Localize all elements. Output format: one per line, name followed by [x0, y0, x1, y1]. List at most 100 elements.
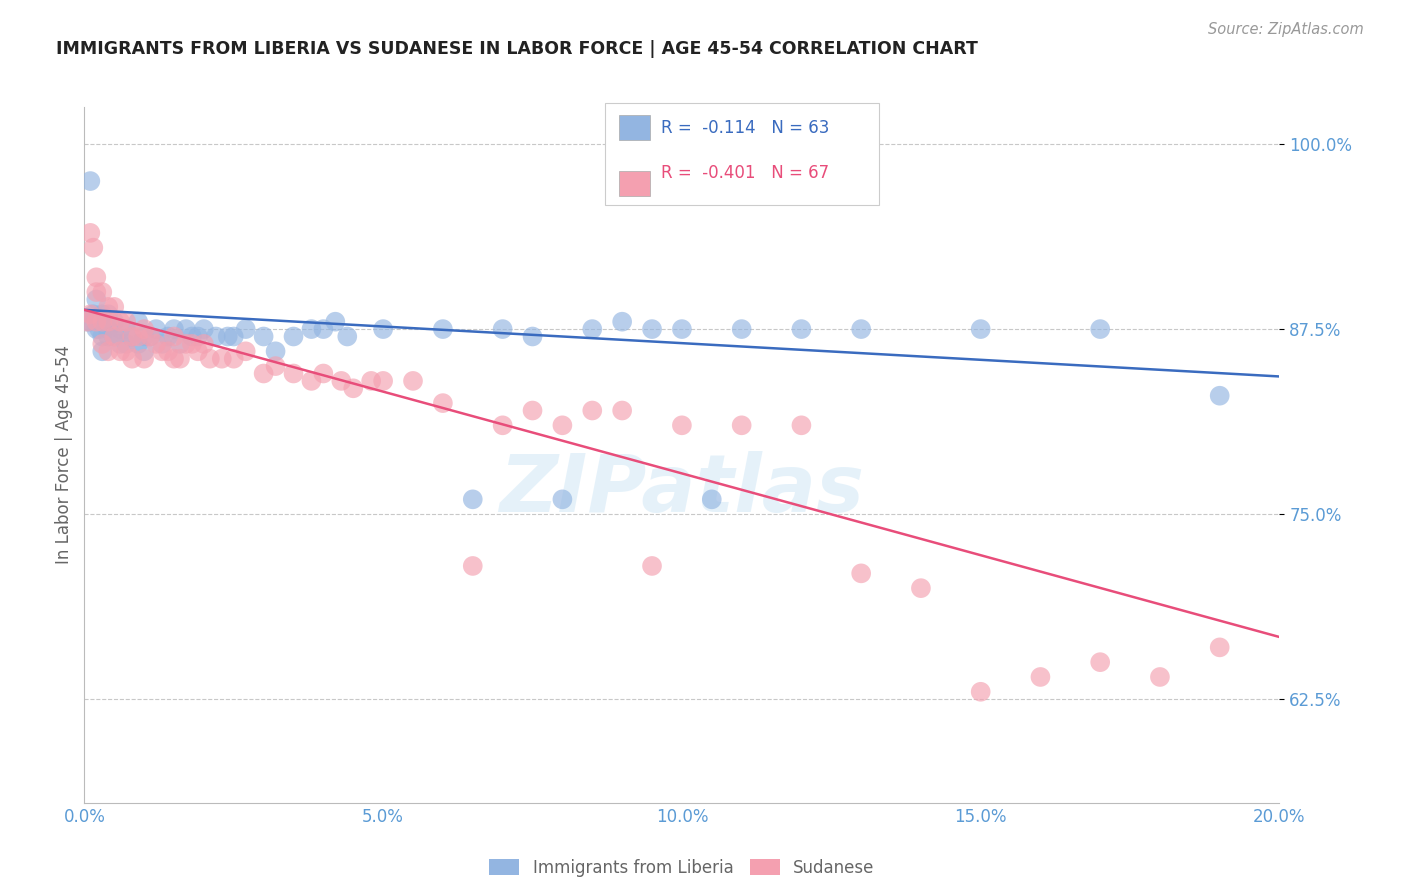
Point	[163, 351, 186, 366]
Point	[360, 374, 382, 388]
Point	[115, 322, 138, 336]
Point	[79, 174, 101, 188]
Point	[91, 329, 114, 343]
Point	[492, 322, 515, 336]
Point	[910, 581, 932, 595]
Point	[731, 418, 754, 433]
Point	[330, 374, 353, 388]
Point	[205, 329, 228, 343]
Point	[283, 329, 305, 343]
Point	[198, 351, 221, 366]
Point	[76, 315, 98, 329]
Point	[139, 329, 162, 343]
Point	[581, 403, 603, 417]
Point	[89, 322, 111, 336]
Point	[91, 337, 114, 351]
Point	[91, 315, 114, 329]
Point	[181, 329, 204, 343]
Text: R =  -0.114   N = 63: R = -0.114 N = 63	[661, 119, 830, 136]
Point	[150, 337, 173, 351]
Point	[193, 337, 215, 351]
Point	[671, 418, 693, 433]
Point	[103, 329, 125, 343]
Point	[145, 337, 167, 351]
Point	[86, 270, 108, 285]
Point	[97, 315, 120, 329]
Point	[193, 322, 215, 336]
Point	[264, 359, 287, 373]
Point	[432, 322, 454, 336]
Point	[86, 315, 108, 329]
Point	[132, 322, 156, 336]
Point	[121, 351, 143, 366]
Point	[79, 315, 101, 329]
Point	[163, 322, 186, 336]
Point	[731, 322, 754, 336]
Point	[110, 344, 132, 359]
Point	[91, 285, 114, 299]
Point	[1029, 670, 1052, 684]
Point	[253, 329, 276, 343]
Point	[970, 322, 993, 336]
Point	[110, 322, 132, 336]
Point	[181, 337, 204, 351]
Point	[86, 293, 108, 307]
Point	[86, 285, 108, 299]
Point	[1149, 670, 1171, 684]
Point	[86, 322, 108, 336]
Point	[91, 307, 114, 321]
Point	[336, 329, 359, 343]
Point	[373, 374, 395, 388]
Text: ZIPatlas: ZIPatlas	[499, 450, 865, 529]
Point	[139, 329, 162, 343]
Point	[132, 351, 156, 366]
Point	[235, 344, 257, 359]
Point	[222, 351, 245, 366]
Point	[82, 307, 104, 321]
Point	[1090, 322, 1112, 336]
Point	[150, 344, 173, 359]
Text: IMMIGRANTS FROM LIBERIA VS SUDANESE IN LABOR FORCE | AGE 45-54 CORRELATION CHART: IMMIGRANTS FROM LIBERIA VS SUDANESE IN L…	[56, 40, 979, 58]
Point	[1209, 389, 1232, 403]
Point	[235, 322, 257, 336]
Point	[342, 381, 364, 395]
Point	[115, 344, 138, 359]
Point	[217, 329, 239, 343]
Point	[461, 492, 484, 507]
Point	[301, 374, 323, 388]
Point	[373, 322, 395, 336]
Point	[82, 241, 104, 255]
Point	[851, 322, 873, 336]
Point	[851, 566, 873, 581]
Point	[132, 344, 156, 359]
Text: R =  -0.401   N = 67: R = -0.401 N = 67	[661, 164, 830, 182]
Point	[641, 558, 664, 573]
Point	[91, 344, 114, 359]
Point	[187, 329, 209, 343]
Point	[551, 492, 574, 507]
Point	[174, 337, 197, 351]
Point	[461, 558, 484, 573]
Point	[790, 418, 813, 433]
Point	[79, 226, 101, 240]
Legend: Immigrants from Liberia, Sudanese: Immigrants from Liberia, Sudanese	[481, 850, 883, 885]
Point	[157, 344, 180, 359]
Point	[121, 329, 143, 343]
Point	[551, 418, 574, 433]
Point	[671, 322, 693, 336]
Point	[127, 315, 149, 329]
Point	[103, 315, 125, 329]
Point	[522, 403, 544, 417]
Point	[97, 344, 120, 359]
Point	[97, 307, 120, 321]
Point	[700, 492, 723, 507]
Point	[187, 344, 209, 359]
Point	[325, 315, 347, 329]
Point	[222, 329, 245, 343]
Point	[169, 351, 191, 366]
Point	[127, 337, 149, 351]
Point	[581, 322, 603, 336]
Point	[91, 315, 114, 329]
Point	[264, 344, 287, 359]
Point	[115, 315, 138, 329]
